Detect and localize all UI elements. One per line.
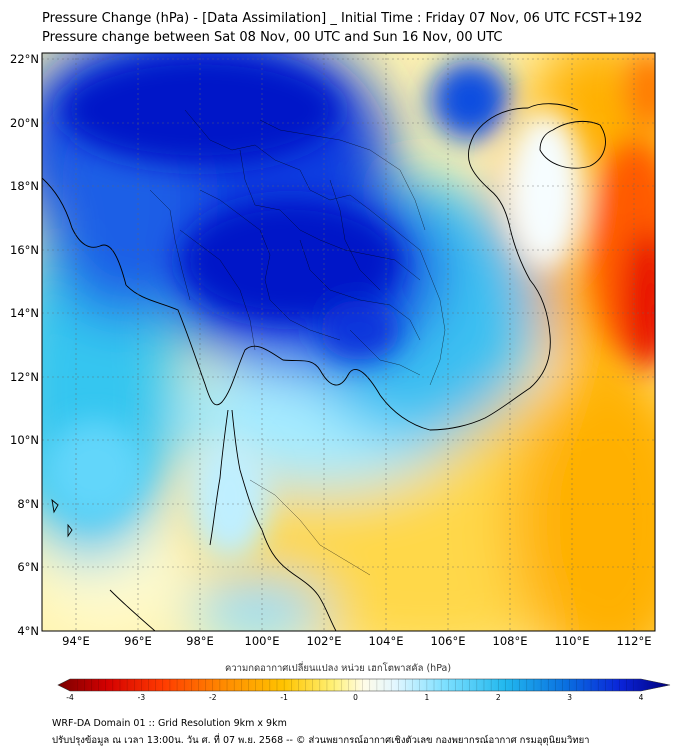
colorbar-tick-label: 0: [353, 693, 358, 702]
lat-label: 22°N: [10, 52, 39, 66]
colorbar-tick-label: -3: [138, 693, 146, 702]
lon-label: 94°E: [62, 634, 90, 648]
pressure-field: [42, 53, 655, 631]
colorbar-tick-label: -2: [209, 693, 217, 702]
lat-axis: 22°N 20°N 18°N 16°N 14°N 12°N 10°N 8°N 6…: [10, 52, 39, 638]
colorbar-tick-label: -1: [280, 693, 288, 702]
lat-label: 14°N: [10, 306, 39, 320]
lat-label: 6°N: [17, 560, 39, 574]
lat-label: 16°N: [10, 243, 39, 257]
lat-label: 4°N: [17, 624, 39, 638]
footer-credit: ปรับปรุงข้อมูล ณ เวลา 13:00น. วัน ศ. ที่…: [52, 735, 590, 746]
lon-label: 96°E: [124, 634, 152, 648]
colorbar-ramp: [57, 678, 671, 692]
colorbar-tick-label: -4: [66, 693, 74, 702]
lon-label: 112°E: [617, 634, 652, 648]
lon-label: 110°E: [555, 634, 590, 648]
lon-label: 98°E: [186, 634, 214, 648]
lat-label: 12°N: [10, 370, 39, 384]
colorbar-tick-label: 3: [567, 693, 572, 702]
colorbar-title: ความกดอากาศเปลี่ยนแปลง หน่วย เฮกโตพาสคัล…: [224, 663, 452, 674]
footer-model-info: WRF-DA Domain 01 :: Grid Resolution 9km …: [52, 718, 287, 729]
colorbar-tick-label: 1: [424, 693, 429, 702]
lat-label: 18°N: [10, 179, 39, 193]
lon-label: 100°E: [245, 634, 280, 648]
colorbar: -4 -3 -2 -1 0 1 2 3 4: [57, 678, 671, 702]
lat-label: 10°N: [10, 433, 39, 447]
graticule: [42, 53, 655, 631]
map-title: Pressure Change (hPa) - [Data Assimilati…: [42, 11, 643, 26]
map-subtitle: Pressure change between Sat 08 Nov, 00 U…: [42, 30, 503, 45]
lat-label: 8°N: [17, 497, 39, 511]
lon-label: 106°E: [431, 634, 466, 648]
lon-label: 102°E: [307, 634, 342, 648]
colorbar-tick-label: 2: [496, 693, 501, 702]
lon-axis: 94°E 96°E 98°E 100°E 102°E 104°E 106°E 1…: [62, 634, 651, 648]
plot-frame: [41, 52, 656, 632]
lon-label: 108°E: [493, 634, 528, 648]
admin-borders: [149, 109, 446, 576]
lat-label: 20°N: [10, 116, 39, 130]
coastlines: [42, 103, 606, 631]
lon-label: 104°E: [369, 634, 404, 648]
colorbar-tick-label: 4: [639, 693, 644, 702]
